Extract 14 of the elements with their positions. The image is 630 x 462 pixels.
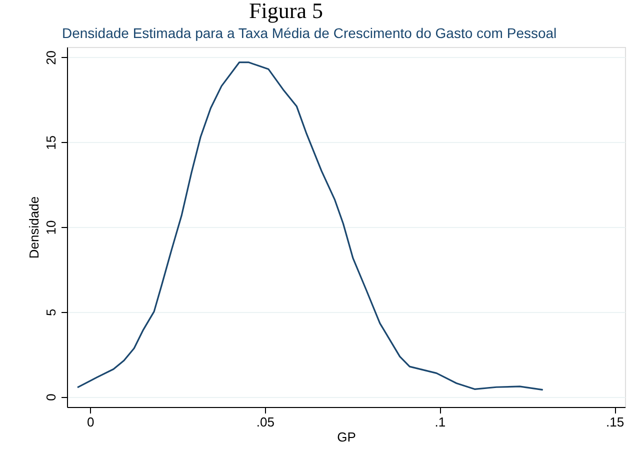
x-tick-label: .1 — [434, 414, 446, 430]
y-tick-label: 15 — [44, 135, 58, 150]
y-tick-label: 20 — [44, 50, 58, 65]
y-axis-title: Densidade — [26, 196, 42, 259]
y-tick-label: 5 — [44, 308, 58, 316]
x-tick-label: .15 — [606, 414, 624, 430]
y-tick-label: 0 — [44, 394, 58, 401]
text: Figura 5 — [249, 0, 323, 23]
y-tick-label: 10 — [44, 220, 58, 235]
chart-title: Densidade Estimada para a Taxa Média de Crescimento do Gasto com Pessoal — [62, 25, 557, 41]
line-series — [76, 61, 544, 391]
x-axis-title: GP — [337, 430, 356, 444]
x-tick-label: .05 — [256, 414, 274, 430]
x-tick-label: 0 — [86, 414, 94, 430]
